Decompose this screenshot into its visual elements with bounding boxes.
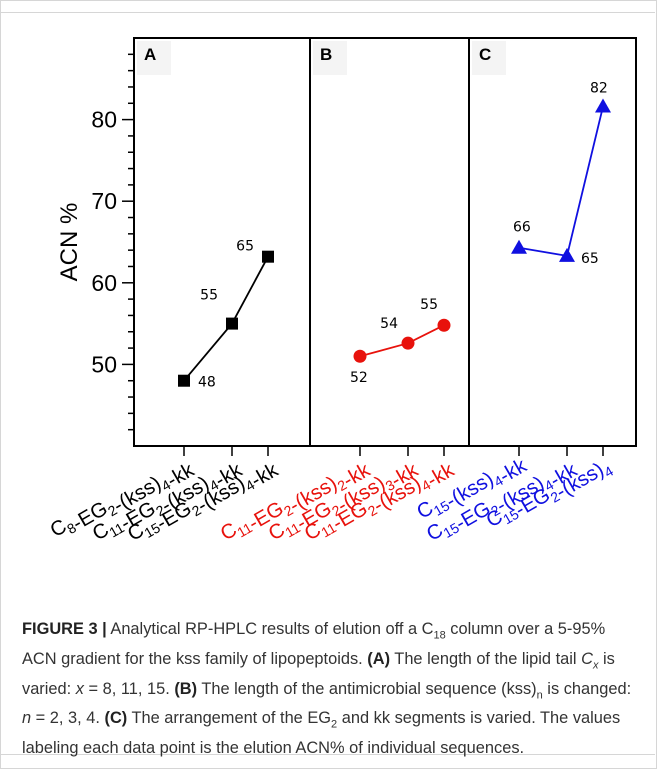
panel-letter: C [479,45,491,64]
data-label: 54 [380,316,398,332]
caption-segment: x [75,679,84,698]
data-label: 65 [581,251,599,267]
panel-letter-box [472,41,506,75]
y-tick-label: 80 [91,107,117,133]
panel-letter-box [313,41,347,75]
caption-segment: (C) [104,709,128,728]
caption-segment: n [22,709,32,728]
y-tick-label: 70 [91,188,117,214]
data-point-marker [437,318,451,332]
caption-segment: The arrangement of the EG [127,709,332,728]
caption-segment: (B) [174,679,198,698]
data-point-marker [511,239,527,254]
caption-segment: = 2, 3, 4. [31,709,105,728]
caption-segment: The length of the antimicrobial sequence… [197,679,537,698]
caption-segment: The length of the lipid tail [390,649,582,668]
data-point-marker [353,349,367,363]
data-label: 65 [236,239,254,255]
caption-segment: column over a 5-95% ACN gradient for the… [22,620,606,668]
data-point-marker [178,374,190,387]
figure-caption: FIGURE 3 | Analytical RP-HPLC results of… [22,618,634,761]
panel-frame-c [468,37,637,447]
data-label: 52 [350,370,368,386]
panel-letter: A [144,45,156,64]
data-label: 82 [590,81,608,97]
caption-segment: is changed: [542,679,632,698]
caption-segment: 2 [331,718,338,731]
panel-frame-b [309,37,470,447]
data-point-marker [262,250,274,263]
data-label: 55 [200,288,218,304]
y-tick-label: 60 [91,270,117,296]
caption-segment: and kk segments is varied. The values la… [22,709,621,758]
figure-label: FIGURE 3 | [22,620,107,638]
y-axis-label: ACN % [56,203,83,282]
data-label: 55 [420,297,438,313]
data-label: 48 [198,375,216,391]
data-point-marker [559,247,575,262]
caption-segment: Analytical RP-HPLC results of elution of… [106,620,434,638]
caption-segment: is varied: [22,649,615,698]
caption-segment: = 8, 11, 15. [83,679,175,698]
panel-frame-a [133,37,311,447]
caption-segment: C [581,649,593,668]
data-point-marker [595,98,611,113]
bottom-divider [0,754,655,755]
caption-segment: x [592,659,599,672]
caption-segment: n [536,688,543,701]
caption-segment: 18 [433,629,446,642]
top-divider [0,12,655,13]
y-tick-label: 50 [91,351,117,377]
data-point-marker [401,336,415,350]
data-point-marker [226,317,238,330]
data-label: 66 [513,220,531,236]
panel-letter-box [137,41,171,75]
caption-segment: (A) [367,649,391,668]
panel-letter: B [320,45,332,64]
